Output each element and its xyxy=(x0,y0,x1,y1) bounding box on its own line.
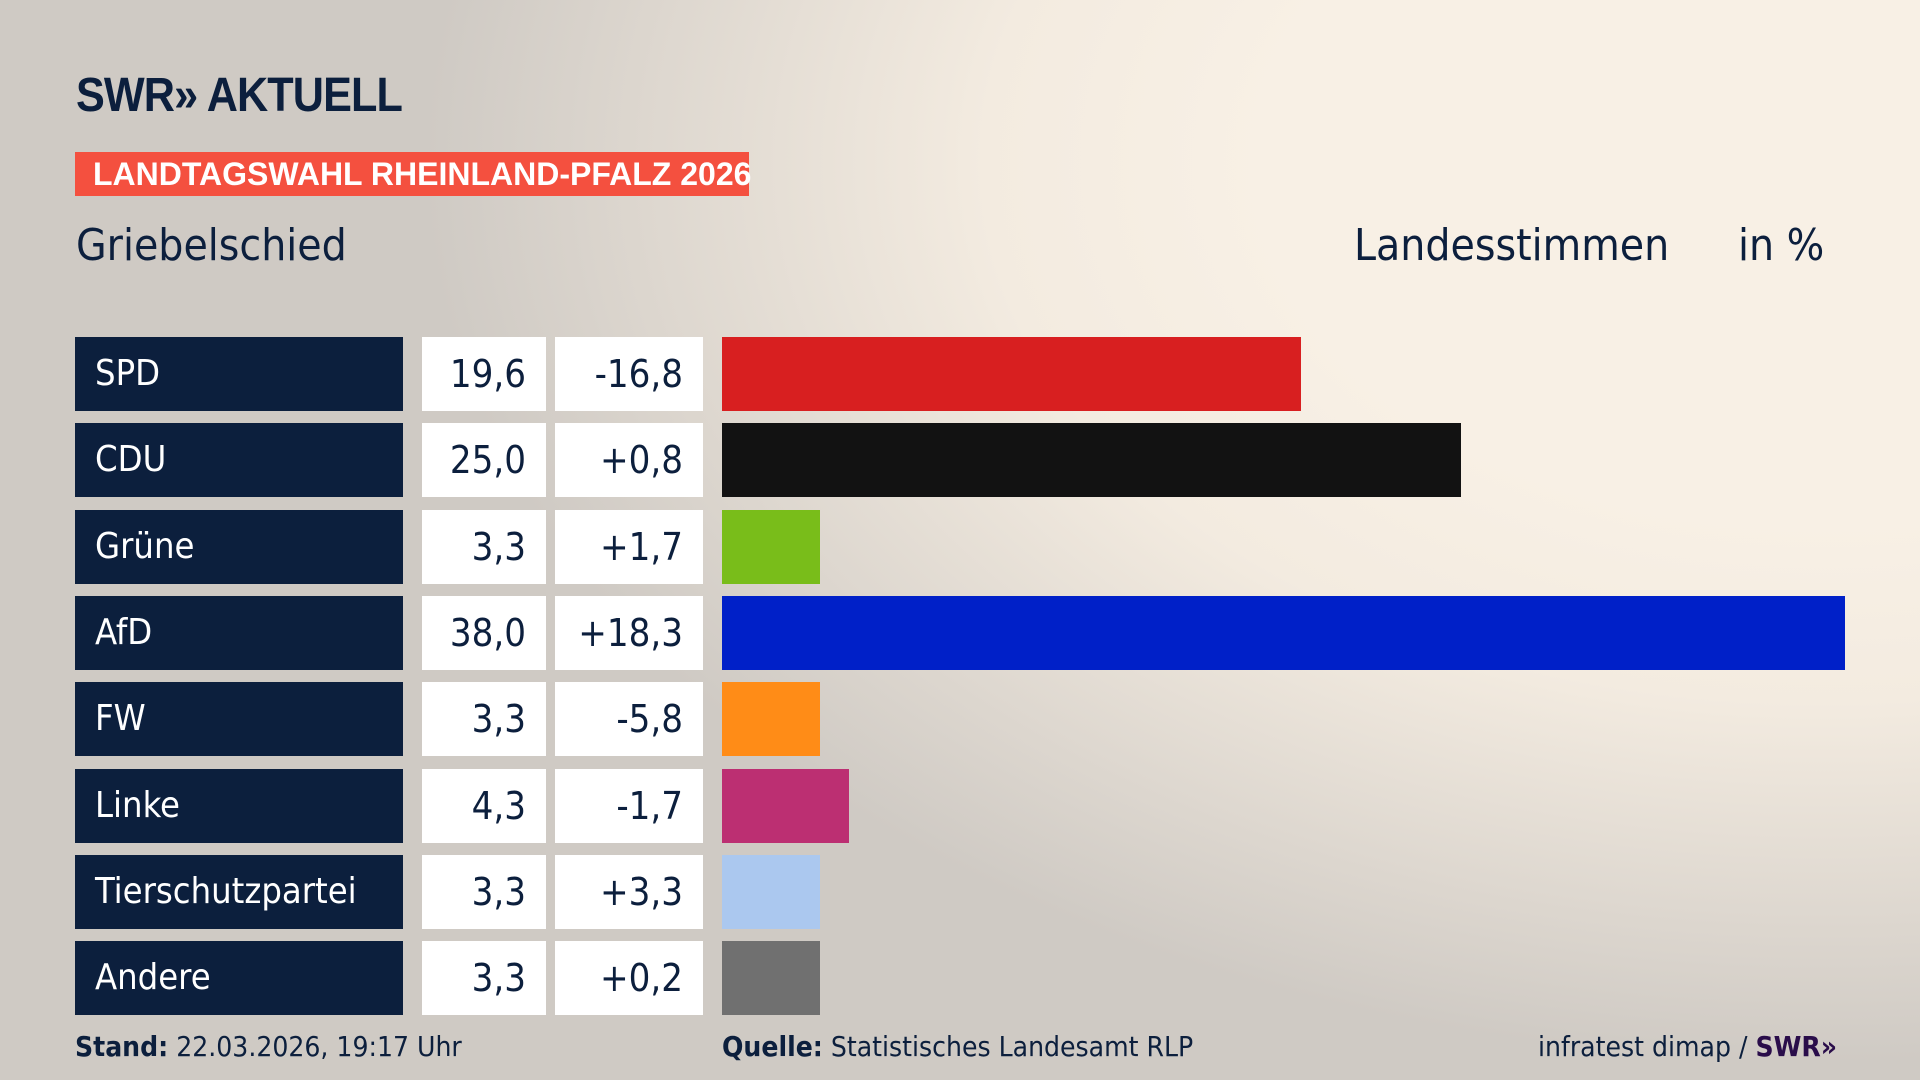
credit-text: infratest dimap / xyxy=(1538,1030,1748,1063)
party-label: SPD xyxy=(75,337,403,411)
stand-value: 22.03.2026, 19:17 Uhr xyxy=(176,1030,462,1063)
value-label: 3,3 xyxy=(422,854,546,929)
bar xyxy=(722,595,1845,670)
bar xyxy=(722,509,820,584)
value-label: 25,0 xyxy=(422,423,546,498)
party-label: CDU xyxy=(75,423,403,498)
diff-label: +18,3 xyxy=(555,595,703,670)
chart-row: Linke 4,3 -1,7 xyxy=(0,768,1920,843)
chart-row: Tierschutzpartei 3,3 +3,3 xyxy=(0,854,1920,929)
timestamp: Stand: 22.03.2026, 19:17 Uhr xyxy=(75,1030,462,1063)
diff-label: -16,8 xyxy=(555,337,703,411)
diff-label: +0,2 xyxy=(555,941,703,1016)
party-label: AfD xyxy=(75,595,403,670)
bar xyxy=(722,423,1461,498)
bar xyxy=(722,941,820,1016)
value-label: 3,3 xyxy=(422,509,546,584)
vote-type-header: Landesstimmen xyxy=(1354,220,1670,271)
source-value: Statistisches Landesamt RLP xyxy=(830,1030,1194,1063)
chart-row: Grüne 3,3 +1,7 xyxy=(0,509,1920,584)
diff-label: +3,3 xyxy=(555,854,703,929)
unit-header: in % xyxy=(1738,220,1825,271)
place-title: Griebelschied xyxy=(76,220,347,271)
stand-label: Stand: xyxy=(75,1030,169,1063)
chart-row: Andere 3,3 +0,2 xyxy=(0,941,1920,1016)
party-label: FW xyxy=(75,682,403,757)
chart-row: SPD 19,6 -16,8 xyxy=(0,337,1920,411)
party-label: Andere xyxy=(75,941,403,1016)
bar xyxy=(722,854,820,929)
credit: infratest dimap / SWR» xyxy=(1538,1030,1837,1063)
value-label: 3,3 xyxy=(422,941,546,1016)
value-label: 38,0 xyxy=(422,595,546,670)
chart-row: FW 3,3 -5,8 xyxy=(0,682,1920,757)
chart-row: AfD 38,0 +18,3 xyxy=(0,595,1920,670)
bar xyxy=(722,337,1302,411)
value-label: 3,3 xyxy=(422,682,546,757)
source: Quelle: Statistisches Landesamt RLP xyxy=(722,1030,1193,1063)
diff-label: +0,8 xyxy=(555,423,703,498)
value-label: 19,6 xyxy=(422,337,546,411)
bar xyxy=(722,682,820,757)
party-label: Linke xyxy=(75,768,403,843)
bar xyxy=(722,768,850,843)
diff-label: +1,7 xyxy=(555,509,703,584)
party-label: Grüne xyxy=(75,509,403,584)
chart-row: CDU 25,0 +0,8 xyxy=(0,423,1920,498)
swr-footer-logo: SWR» xyxy=(1755,1030,1838,1063)
diff-label: -1,7 xyxy=(555,768,703,843)
value-label: 4,3 xyxy=(422,768,546,843)
diff-label: -5,8 xyxy=(555,682,703,757)
source-label: Quelle: xyxy=(722,1030,823,1063)
party-label: Tierschutzpartei xyxy=(75,854,403,929)
election-banner: LANDTAGSWAHL RHEINLAND-PFALZ 2026 xyxy=(75,152,751,196)
swr-aktuell-logo: SWR» AKTUELL xyxy=(76,69,403,122)
